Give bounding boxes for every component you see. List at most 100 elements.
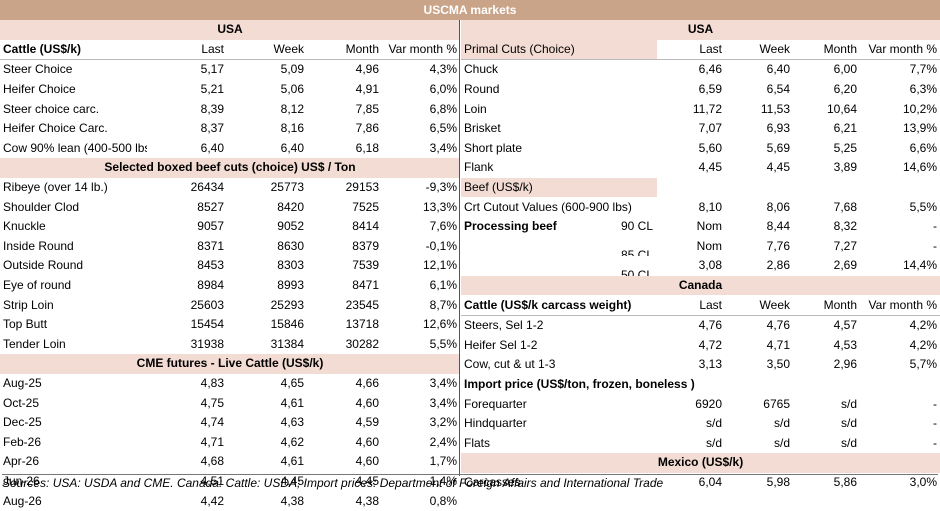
value-cell: -9,3% — [425, 180, 458, 195]
value-cell: 8420 — [277, 199, 304, 214]
value-cell: 5,21 — [200, 82, 224, 97]
value-cell: 3,0% — [909, 474, 938, 489]
value-cell: 5,06 — [280, 82, 304, 97]
value-cell: s/d — [840, 435, 857, 450]
table-row: Cow 90% lean (400-500 lbs) 6,40 6,40 6,18 3,… — [0, 139, 460, 159]
value-cell: 3,4% — [429, 395, 458, 410]
column-header: Var month % — [860, 39, 940, 61]
value-cell: 2,86 — [766, 258, 790, 273]
value-cell: 1,7% — [429, 454, 458, 469]
mexico-header: Mexico (US$/k) — [461, 453, 940, 473]
value-cell: 25603 — [190, 297, 224, 312]
value-cell: 8984 — [197, 278, 224, 293]
value-cell: 6,8% — [429, 101, 458, 116]
value-cell: 3,13 — [698, 357, 722, 372]
import-price-row: Import price (US$/ton, frozen, boneless … — [461, 375, 940, 395]
value-cell: 6,93 — [766, 121, 790, 136]
value-cell: 30282 — [345, 336, 379, 351]
value-cell: 13,3% — [422, 199, 458, 214]
value-cell: 2,69 — [833, 258, 857, 273]
value-cell: 6,00 — [833, 62, 857, 77]
value-cell: 8371 — [197, 238, 224, 253]
value-cell: 7539 — [352, 258, 379, 273]
boxed-beef-header-label: Selected boxed beef cuts (choice) US$ / … — [0, 158, 461, 178]
value-cell: 4,45 — [766, 160, 790, 175]
sources-footnote: Sources: USA: USDA and CME. Canada: Catt… — [2, 474, 938, 491]
value-cell: 4,45 — [280, 473, 304, 488]
row-label: Knuckle — [3, 219, 46, 234]
row-label: 50 CL — [461, 256, 657, 276]
import-price-label: Import price (US$/ton, frozen, boneless … — [464, 376, 695, 391]
value-cell: 4,72 — [698, 337, 722, 352]
table-row: Apr-26 4,68 4,61 4,60 1,7% — [0, 452, 460, 472]
region-usa-right: USA — [461, 20, 940, 40]
canada-header: Canada — [461, 275, 940, 296]
row-label: Aug-25 — [3, 375, 42, 390]
table-row: Forequarter 6920 6765 s/d - — [461, 394, 940, 414]
row-label: Heifer Choice — [3, 82, 76, 97]
value-cell: 6,40 — [766, 62, 790, 77]
report-title: USCMA markets — [0, 0, 940, 20]
row-label: Heifer Sel 1-2 — [464, 337, 538, 352]
table-row: Steers, Sel 1-2 4,76 4,76 4,57 4,2% — [461, 315, 940, 335]
row-label: Steer choice carc. — [3, 101, 100, 116]
row-label: Brisket — [464, 121, 501, 136]
table-row: Top Butt 15454 15846 13718 12,6% — [0, 315, 460, 335]
value-cell: 4,68 — [200, 454, 224, 469]
table-row: Chuck 6,46 6,40 6,00 7,7% — [461, 60, 940, 80]
region-usa-right-label: USA — [461, 20, 940, 40]
value-cell: 15846 — [270, 317, 304, 332]
row-label: Eye of round — [3, 278, 72, 293]
value-cell: - — [933, 238, 938, 253]
left-table: USA Cattle (US$/k) Last Week Month Var month … — [0, 20, 461, 511]
column-header: Primal Cuts (Choice) — [461, 39, 657, 61]
value-cell: 7,68 — [833, 199, 857, 214]
processing-row: 85 CL Nom 7,76 7,27 - — [461, 237, 940, 256]
column-header: Var month % — [860, 295, 940, 316]
value-cell: 13718 — [345, 317, 379, 332]
table-row: Round 6,59 6,54 6,20 6,3% — [461, 80, 940, 100]
value-cell: 10,2% — [902, 101, 938, 116]
value-cell: 4,66 — [355, 375, 379, 390]
value-cell: 9052 — [277, 219, 304, 234]
value-cell: 14,6% — [902, 160, 938, 175]
value-cell: 10,64 — [826, 101, 857, 116]
row-label: Hindquarter — [464, 416, 527, 431]
table-row: Short plate 5,60 5,69 5,25 6,6% — [461, 139, 940, 159]
value-cell: 31938 — [190, 336, 224, 351]
value-cell: 4,57 — [833, 318, 857, 333]
value-cell: 5,86 — [833, 474, 857, 489]
cattle-header: Cattle (US$/k) Last Week Month Var month % — [0, 39, 461, 61]
value-cell: 4,65 — [280, 375, 304, 390]
table-row: Flank 4,45 4,45 3,89 14,6% — [461, 158, 940, 178]
value-cell: 6920 — [695, 396, 722, 411]
value-cell: s/d — [773, 435, 790, 450]
value-cell: 4,42 — [200, 493, 224, 508]
value-cell: 6,59 — [698, 82, 722, 97]
value-cell: 8,39 — [200, 101, 224, 116]
row-label: Strip Loin — [3, 297, 54, 312]
boxed-beef-header: Selected boxed beef cuts (choice) US$ / … — [0, 158, 461, 178]
table-row: Flats s/d s/d s/d - — [461, 433, 940, 453]
value-cell: 0,8% — [429, 493, 458, 508]
value-cell: 4,53 — [833, 337, 857, 352]
row-label: Jun-26 — [3, 473, 40, 488]
value-cell: 6,0% — [429, 82, 458, 97]
value-cell: 4,2% — [909, 337, 938, 352]
value-cell: s/d — [705, 416, 722, 431]
table-row: Hindquarter s/d s/d s/d - — [461, 414, 940, 434]
right-table: USA Primal Cuts (Choice) Last Week Month Var … — [461, 20, 940, 492]
value-cell: 8414 — [352, 219, 379, 234]
value-cell: 5,5% — [429, 336, 458, 351]
cme-futures-header: CME futures - Live Cattle (US$/k) — [0, 354, 461, 374]
value-cell: 14,4% — [902, 258, 938, 273]
value-cell: 9057 — [197, 219, 224, 234]
column-header: Month — [793, 39, 860, 61]
row-label: Crt Cutout Values (600-900 lbs) — [464, 199, 632, 214]
value-cell: 8630 — [277, 238, 304, 253]
value-cell: 1,4% — [429, 473, 458, 488]
value-cell: - — [933, 396, 938, 411]
value-cell: 29153 — [345, 180, 379, 195]
value-cell: 12,1% — [422, 258, 458, 273]
value-cell: 4,63 — [280, 415, 304, 430]
